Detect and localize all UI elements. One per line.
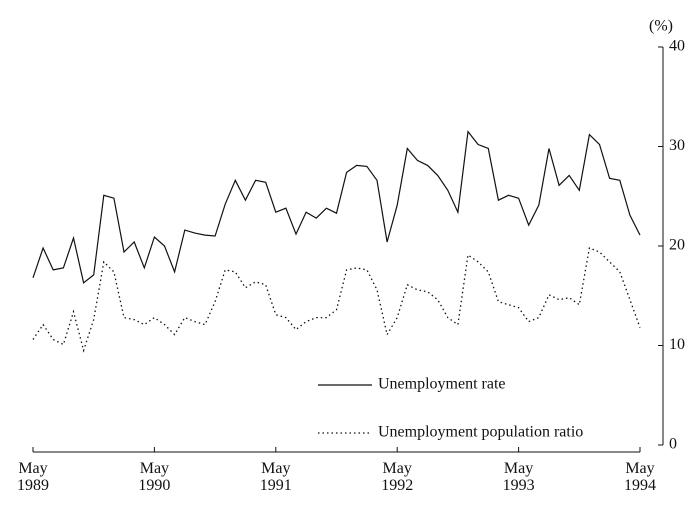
y-tick-label: 0	[669, 436, 677, 453]
legend-label: Unemployment rate	[378, 376, 506, 393]
y-axis-label: (%)	[649, 18, 673, 35]
x-tick-label: May 1992	[381, 460, 414, 494]
x-tick-label: May 1993	[502, 460, 535, 494]
y-tick-label: 40	[669, 38, 685, 55]
x-tick-label: May 1990	[138, 460, 171, 494]
y-tick-label: 20	[669, 237, 685, 254]
y-tick-label: 30	[669, 137, 685, 154]
x-tick-label: May 1991	[259, 460, 292, 494]
series-line	[32, 247, 641, 353]
y-tick-label: 10	[669, 336, 685, 353]
x-tick-label: May 1994	[624, 460, 656, 494]
x-tick-label: May 1989	[17, 460, 49, 494]
series-line	[32, 130, 641, 284]
legend-label: Unemployment population ratio	[378, 424, 583, 441]
